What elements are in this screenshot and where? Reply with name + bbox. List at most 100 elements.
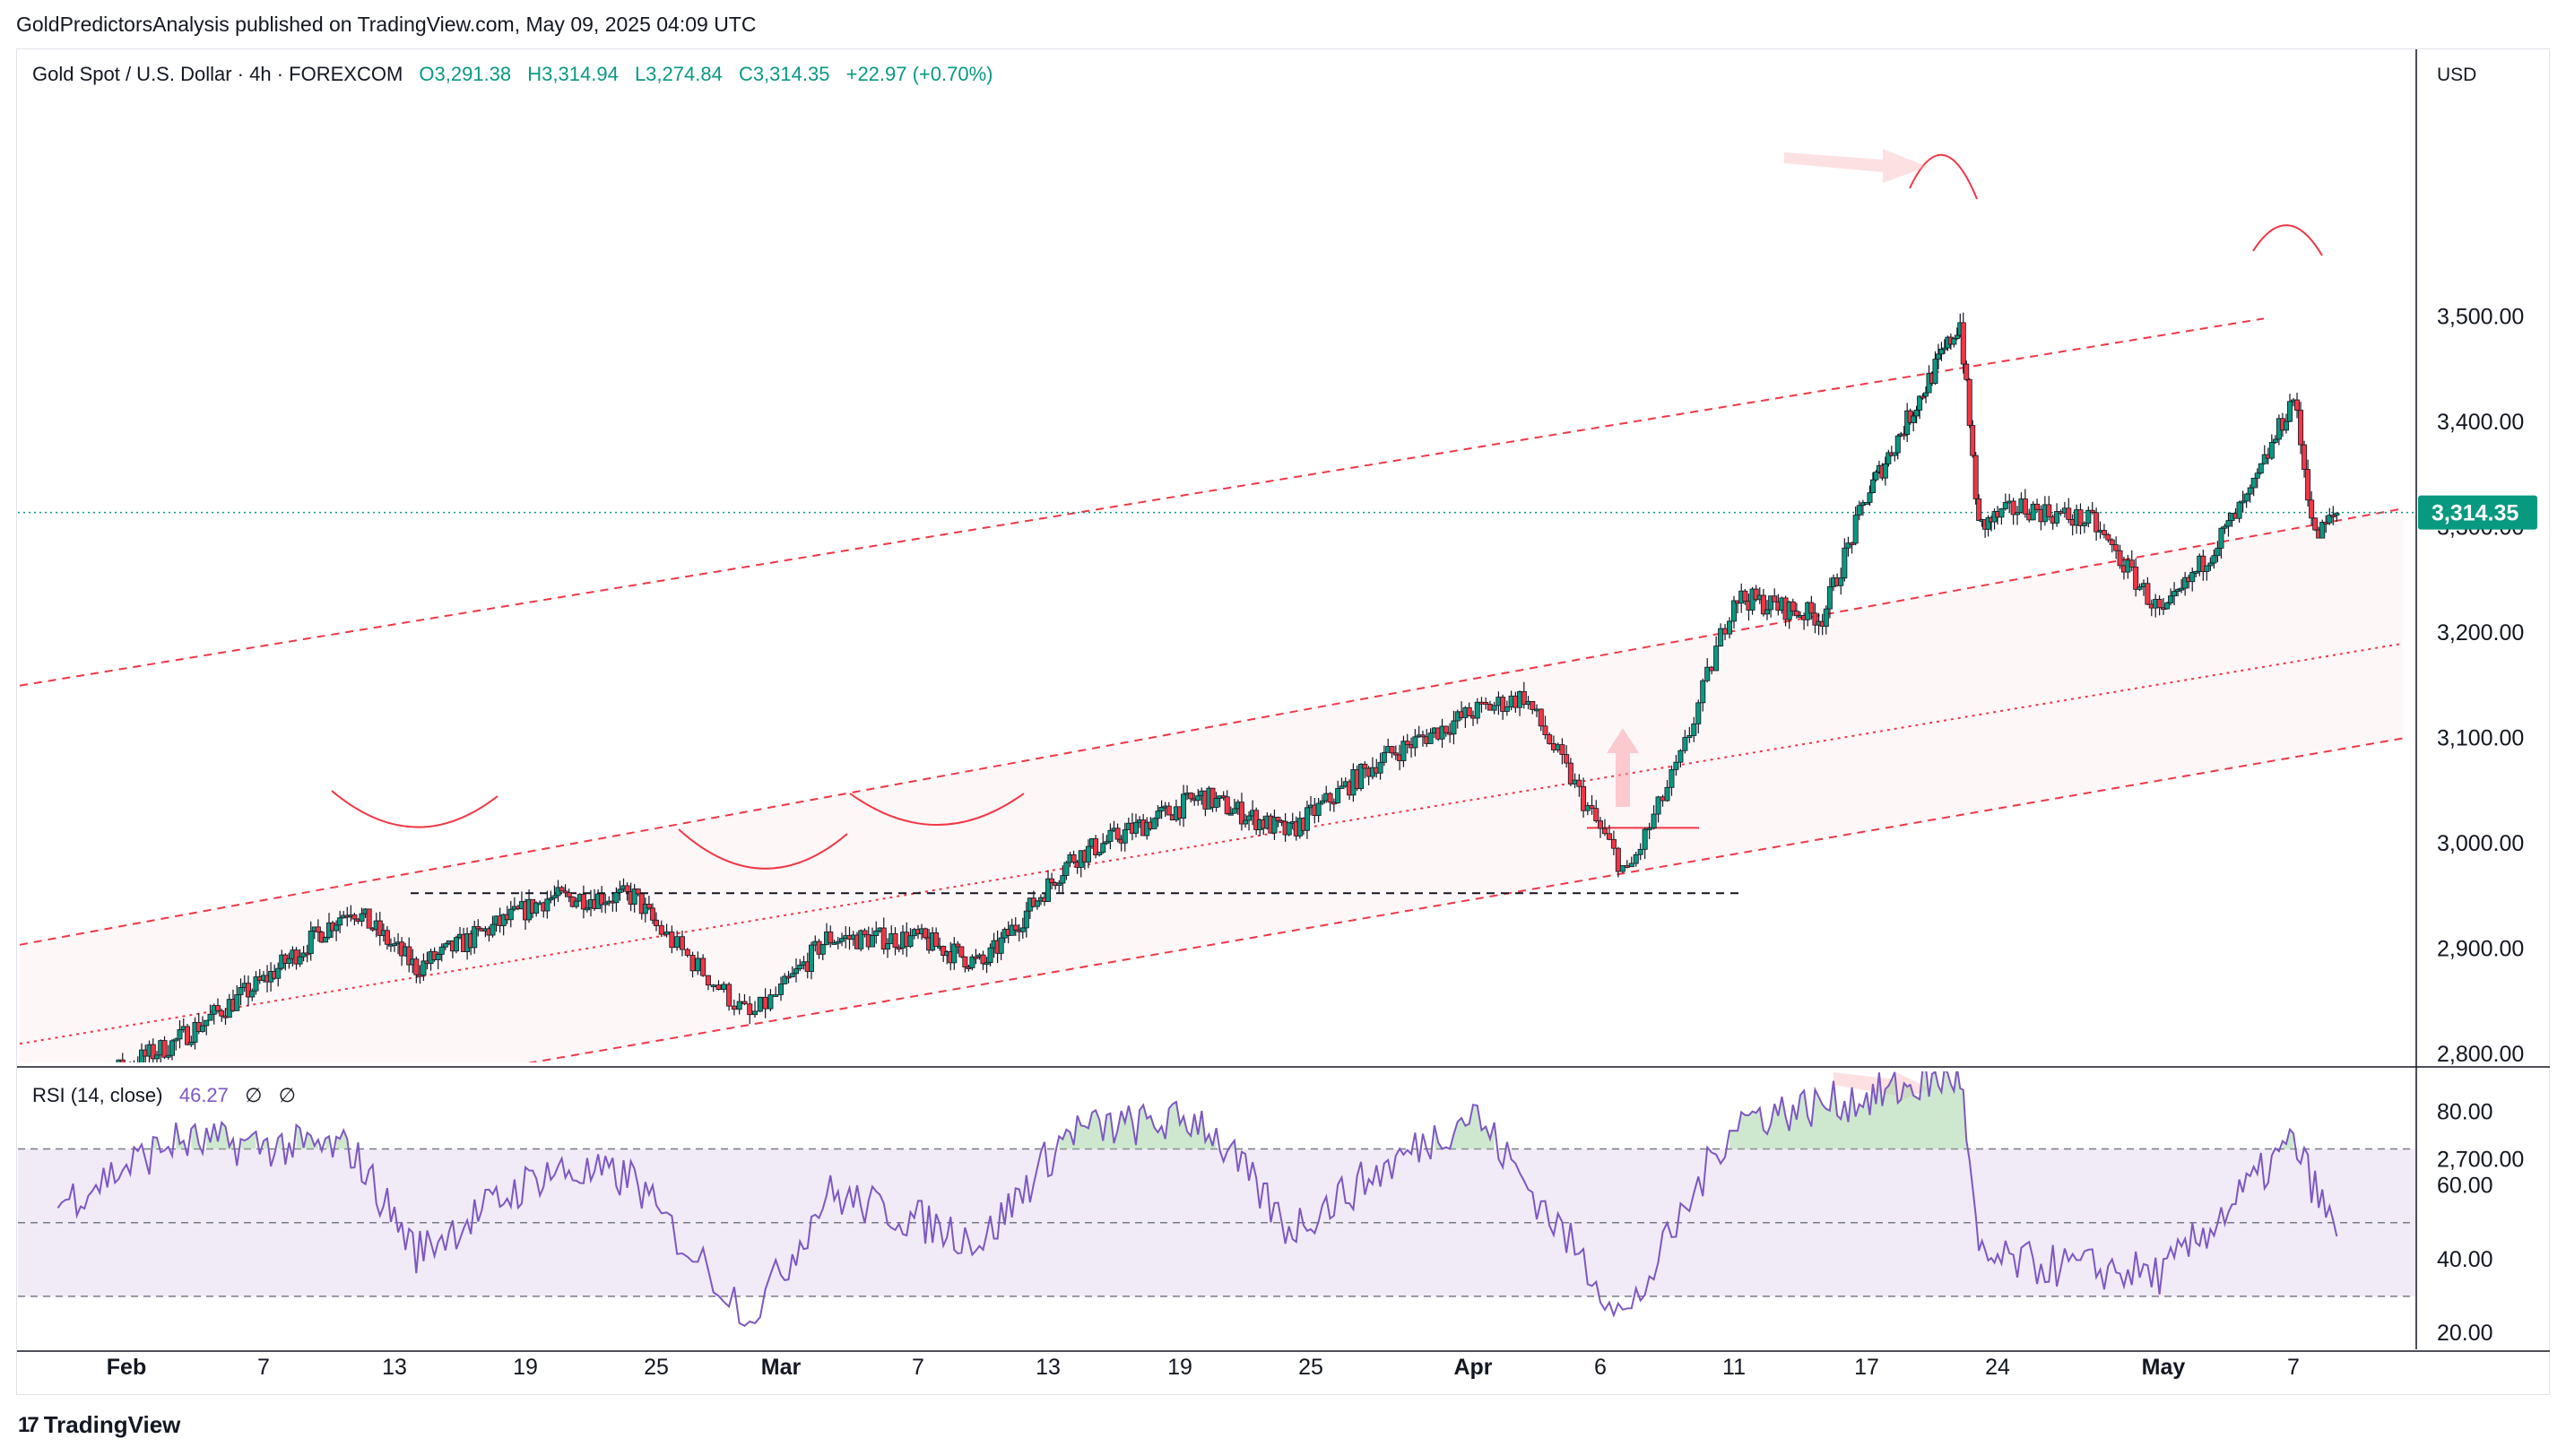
candle-body <box>907 935 914 948</box>
candle-body <box>1060 875 1066 884</box>
candle-body <box>689 955 696 972</box>
channel-upper <box>19 317 2265 687</box>
candle-body <box>245 983 251 998</box>
candle-body <box>2022 498 2028 515</box>
candle-body <box>1049 878 1055 883</box>
arc-feb-28 <box>678 828 848 870</box>
candle-body <box>1742 590 1748 602</box>
candle-body <box>710 984 716 988</box>
candle-body <box>1669 769 1675 788</box>
candle-body <box>1427 732 1434 744</box>
time-tick-label: 19 <box>1167 1355 1192 1380</box>
candle-body <box>1166 805 1172 816</box>
candle-body <box>165 1054 171 1058</box>
candle-body <box>1412 736 1418 749</box>
candle-body <box>1392 752 1399 756</box>
candle-body <box>1521 690 1527 706</box>
candle-body <box>2254 472 2260 479</box>
candle-body <box>646 904 652 909</box>
candle-body <box>1275 817 1281 821</box>
candle-body <box>2085 509 2092 524</box>
candle-body <box>2218 527 2224 549</box>
time-tick-label: 13 <box>1036 1355 1061 1380</box>
candle-body <box>138 1049 144 1062</box>
candle-body <box>1538 708 1544 727</box>
candle-body <box>2327 515 2333 524</box>
candle-body <box>1056 882 1062 887</box>
candle-body <box>1034 900 1040 907</box>
candle-body <box>1838 577 1844 586</box>
candle-body <box>862 930 868 935</box>
candle-body <box>442 943 448 948</box>
candle-body <box>962 956 968 967</box>
rsi-value: 46.27 <box>178 1084 229 1106</box>
candle-body <box>782 975 788 984</box>
candle-body <box>2010 500 2016 516</box>
candle-body <box>1718 628 1724 647</box>
time-tick-label: 17 <box>1854 1355 1879 1380</box>
candle-body <box>2225 520 2232 527</box>
time-tick-label: 6 <box>1594 1355 1607 1380</box>
candle-body <box>1133 821 1140 834</box>
symbol-exchange: FOREXCOM <box>289 63 403 85</box>
candle-body <box>1768 595 1774 611</box>
time-tick-label: 7 <box>912 1355 924 1380</box>
candle-body <box>2081 523 2087 526</box>
candle-body <box>1271 817 1278 834</box>
arc-feb-13 <box>331 790 498 828</box>
candle-body <box>472 926 478 949</box>
candle-body <box>663 932 670 935</box>
candle-body <box>150 1044 156 1060</box>
candle-body <box>2319 522 2326 539</box>
candle-body <box>2309 499 2315 519</box>
time-tick-label: 7 <box>2287 1355 2300 1380</box>
tv-logo-icon: 17 <box>18 1412 39 1437</box>
candle-body <box>1695 702 1702 724</box>
candle-body <box>1998 508 2005 518</box>
candle-body <box>2137 586 2143 590</box>
candle-body <box>1633 854 1639 864</box>
candle-body <box>1339 785 1345 789</box>
candle-body <box>892 932 898 949</box>
candle-body <box>658 925 664 935</box>
candle-body <box>2222 525 2228 529</box>
channel-fill <box>20 508 2403 1062</box>
candle-body <box>108 1073 113 1083</box>
candle-body <box>177 1029 183 1040</box>
currency-label[interactable]: USD <box>2437 65 2477 85</box>
candle-body <box>1892 452 1898 456</box>
candle-body <box>1920 395 1926 399</box>
time-tick-label: 25 <box>644 1355 669 1380</box>
candle-body <box>880 927 887 950</box>
candle-body <box>366 908 372 929</box>
price-pane <box>18 149 2415 1083</box>
candle-body <box>1951 338 1957 345</box>
candle-body <box>1941 347 1947 351</box>
candle-body <box>2089 509 2095 514</box>
rsi-overbought-fill <box>191 1124 199 1149</box>
candle-body <box>1593 808 1599 822</box>
price-tick-label: 3,000.00 <box>2437 831 2524 856</box>
candle-body <box>797 964 803 969</box>
candle-body <box>1704 666 1711 681</box>
candle-body <box>2261 454 2267 464</box>
candle-body <box>169 1040 175 1056</box>
candle-body <box>1389 746 1395 754</box>
candle-body <box>359 913 365 922</box>
candle-body <box>1213 798 1219 809</box>
candle-body <box>1243 819 1249 825</box>
candle-body <box>1335 788 1341 803</box>
candle-body <box>2172 591 2178 597</box>
candle-body <box>573 900 579 907</box>
price-tick-label: 2,800.00 <box>2437 1042 2524 1067</box>
candle-body <box>315 926 321 933</box>
arc-mar-7 <box>849 793 1025 826</box>
price-tick-label: 3,200.00 <box>2437 620 2524 646</box>
last-price-label: 3,314.35 <box>2432 501 2518 526</box>
candle-body <box>631 888 637 905</box>
candle-body <box>173 1038 179 1042</box>
candle-body <box>2305 469 2311 501</box>
candle-body <box>384 930 390 945</box>
tradingview-logo[interactable]: 17 TradingView <box>18 1411 180 1439</box>
